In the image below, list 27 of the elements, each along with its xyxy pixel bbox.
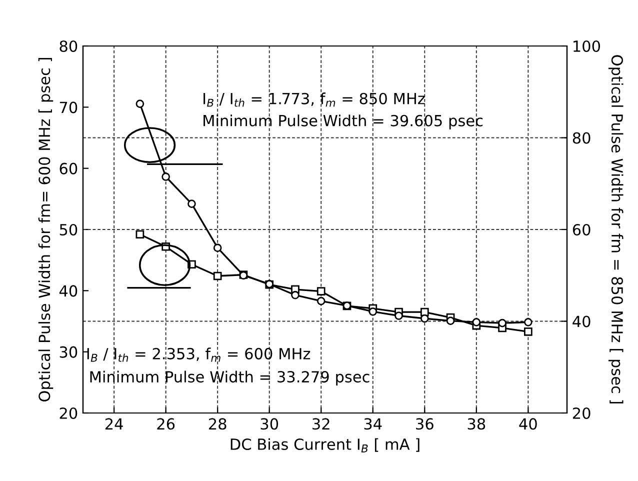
y-tick-label: 60 [60,162,78,174]
annotation: Minimum Pulse Width = 39.605 psec [204,114,483,130]
x-tick-label: 40 [519,418,537,430]
y-tick-label: 30 [60,346,78,358]
x-tick-label: 26 [157,418,175,430]
x-tick-label: 34 [364,418,382,430]
x-tick-label: 28 [208,418,226,430]
y-tick-label: 50 [60,224,78,236]
y-axis-title: Optical Pulse Width for fm= 600 MHz [ psec ] [38,58,54,402]
x-tick-label: 32 [312,418,330,430]
y2-tick-label: 60 [572,224,590,236]
x-tick-label: 30 [260,418,278,430]
annotation: I$_{B}$ / I$_{th}$ = 2.353, f$_{m}$ = 600 MHz [87,348,310,362]
y2-tick-label: 80 [572,132,590,144]
y-tick-label: 40 [59,285,78,297]
y-tick-label: 20 [60,407,78,420]
y-tick-label: 80 [60,40,78,52]
x-tick-label: 36 [416,418,434,430]
annotation: I$_{B}$ / I$_{th}$ = 1.773, f$_{m}$ = 850 MHz [204,92,425,107]
x-axis-title: DC Bias Current I$_{B}$ [ mA ] [230,438,420,452]
y2-axis-title: Optical Pulse Width for fm = 850 MHz [ psec ] [608,55,624,404]
y2-tick-label: 40 [572,316,590,328]
y2-tick-label: 20 [572,407,590,420]
x-tick-label: 24 [105,418,123,430]
y-tick-label: 70 [60,102,78,114]
y2-tick-label: 100 [574,40,600,52]
x-tick-label: 38 [468,418,486,430]
